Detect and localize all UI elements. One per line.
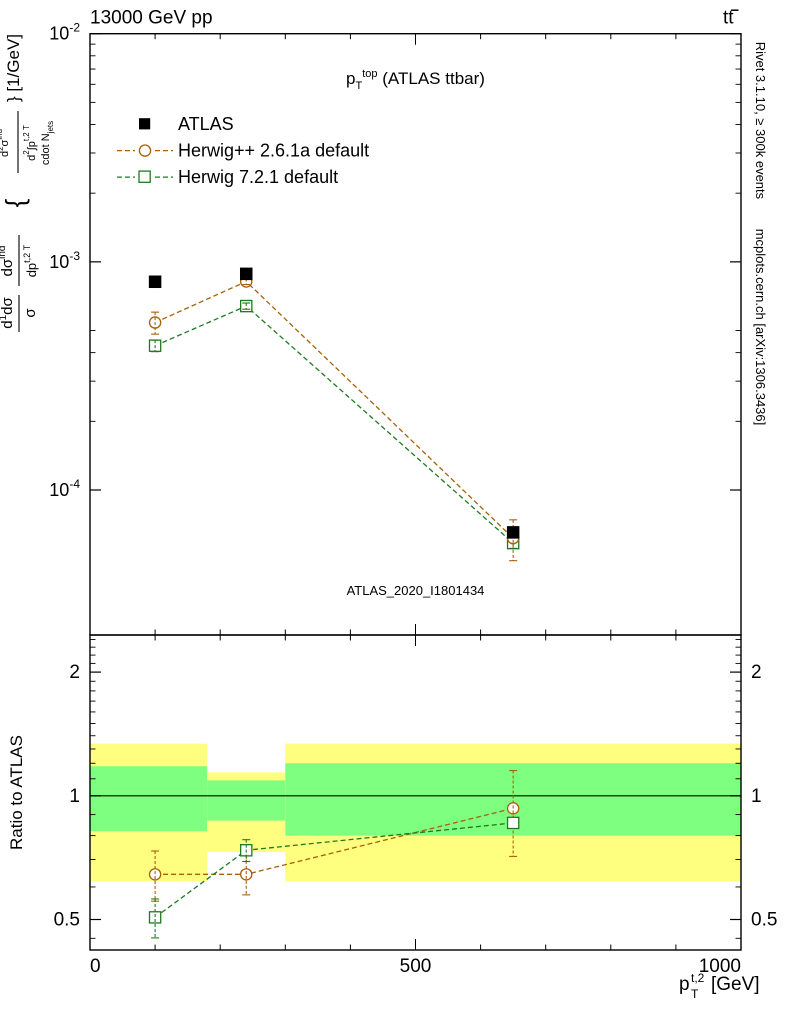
- svg-text:mcplots.cern.ch [arXiv:1306.34: mcplots.cern.ch [arXiv:1306.3436]: [753, 229, 768, 426]
- svg-text:ATLAS_2020_I1801434: ATLAS_2020_I1801434: [347, 583, 485, 598]
- svg-text:{: {: [0, 198, 30, 207]
- svg-text:t,2: t,2: [691, 971, 705, 985]
- svg-text:Herwig++ 2.6.1a default: Herwig++ 2.6.1a default: [178, 141, 369, 161]
- svg-text:σ: σ: [22, 308, 39, 318]
- svg-text:Rivet 3.1.10, ≥ 300k events: Rivet 3.1.10, ≥ 300k events: [753, 42, 768, 200]
- svg-text:Herwig 7.2.1 default: Herwig 7.2.1 default: [178, 167, 338, 187]
- svg-text:0.5: 0.5: [751, 910, 777, 931]
- svg-text:2: 2: [751, 662, 762, 683]
- svg-text:1: 1: [751, 786, 762, 807]
- svg-text:0.5: 0.5: [54, 910, 80, 931]
- svg-text:d1dσ: d1dσ: [0, 297, 16, 329]
- svg-text:p: p: [679, 974, 690, 995]
- svg-text:[GeV]: [GeV]: [711, 974, 760, 995]
- svg-text:ATLAS: ATLAS: [178, 114, 234, 134]
- svg-text:1: 1: [69, 786, 80, 807]
- svg-text:Ratio to ATLAS: Ratio to ATLAS: [7, 735, 26, 850]
- svg-text:} [1/GeV]: } [1/GeV]: [4, 34, 23, 102]
- svg-text:2: 2: [69, 662, 80, 683]
- svg-text:13000 GeV pp: 13000 GeV pp: [90, 8, 213, 29]
- svg-text:0: 0: [90, 956, 101, 977]
- svg-text:500: 500: [400, 956, 432, 977]
- svg-text:T: T: [691, 987, 699, 1001]
